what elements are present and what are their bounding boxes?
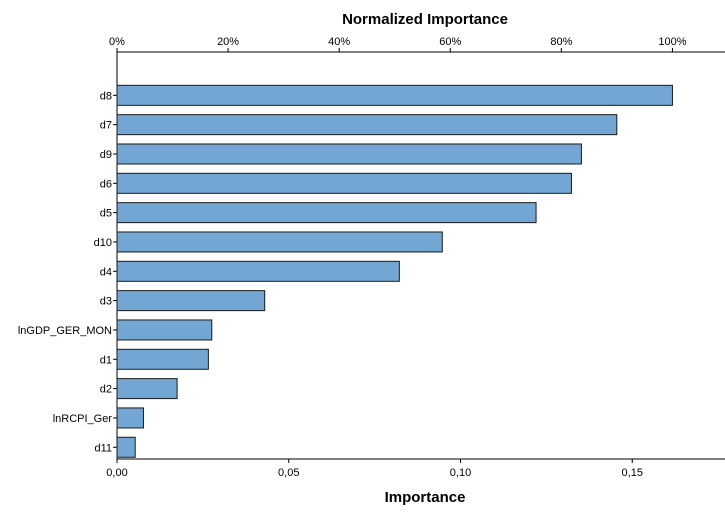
- category-label: d6: [100, 178, 112, 190]
- top-tick-label: 0%: [109, 36, 125, 48]
- bar-d10: [116, 231, 443, 253]
- top-tick-label: 60%: [439, 36, 461, 48]
- bar-lnGDP_GER_MON: [116, 319, 213, 341]
- category-label: lnGDP_GER_MON: [18, 325, 112, 337]
- category-label: lnRCPI_Ger: [53, 413, 113, 425]
- bar-d4: [116, 260, 400, 282]
- category-label: d3: [100, 296, 112, 308]
- category-label: d9: [100, 149, 112, 161]
- category-labels: d8 d7 d9 d6 d5 d10 d4 d3 lnGDP_GER_MON d1 d2 lnRCPI…: [18, 90, 117, 454]
- bar-d5: [116, 202, 537, 224]
- bar-d6: [116, 172, 572, 194]
- bars-group: [116, 84, 673, 458]
- category-label: d5: [100, 208, 112, 220]
- bar-d11: [116, 436, 136, 458]
- bottom-tick-label: 0,15: [622, 467, 643, 479]
- category-label: d11: [94, 442, 112, 454]
- bar-d8: [116, 84, 673, 106]
- bottom-tick-label: 0,00: [106, 467, 127, 479]
- bar-d1: [116, 348, 209, 370]
- category-label: d7: [100, 120, 112, 132]
- bar-d9: [116, 143, 582, 165]
- bar-lnRCPI_Ger: [116, 407, 144, 429]
- bottom-tick-label: 0,05: [278, 467, 299, 479]
- category-label: d1: [100, 354, 112, 366]
- category-label: d2: [100, 384, 112, 396]
- top-tick-label: 20%: [217, 36, 239, 48]
- top-tick-label: 40%: [328, 36, 350, 48]
- category-label: d4: [100, 266, 112, 278]
- top-tick-label: 100%: [658, 36, 686, 48]
- bar-d3: [116, 290, 266, 312]
- x-axis-title: Importance: [385, 489, 466, 506]
- bottom-axis: 0,00 0,05 0,10 0,15: [106, 458, 725, 479]
- category-label: d8: [100, 90, 112, 102]
- top-axis-title: Normalized Importance: [342, 11, 508, 28]
- bottom-tick-label: 0,10: [450, 467, 471, 479]
- bar-d7: [116, 114, 618, 136]
- top-tick-label: 80%: [550, 36, 572, 48]
- category-label: d10: [94, 237, 112, 249]
- bar-d2: [116, 378, 178, 400]
